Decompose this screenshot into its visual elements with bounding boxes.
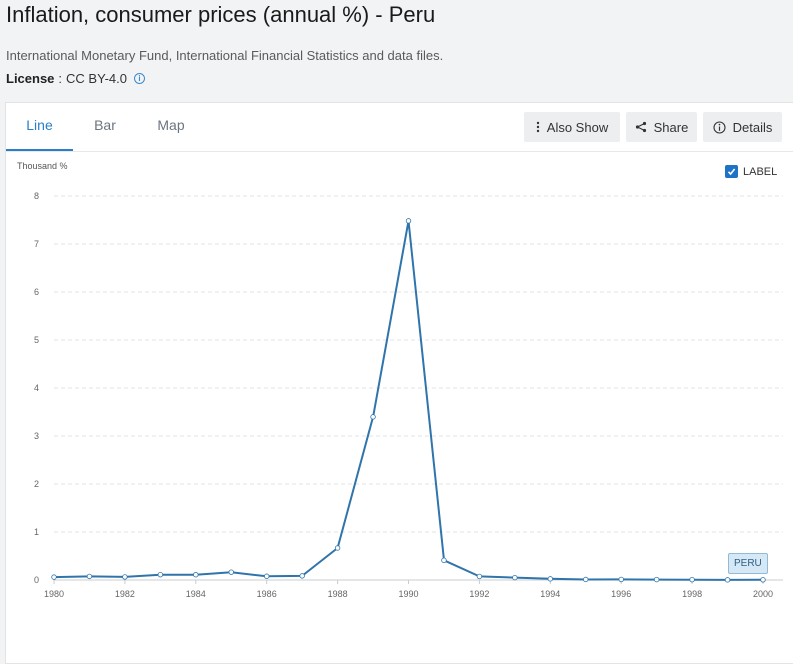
kebab-icon xyxy=(536,121,539,133)
x-tick-label: 1980 xyxy=(44,589,64,599)
tab-map[interactable]: Map xyxy=(157,117,185,133)
page-title: Inflation, consumer prices (annual %) - … xyxy=(6,2,436,27)
data-point xyxy=(405,218,412,224)
data-point xyxy=(264,573,270,579)
details-button[interactable]: Details xyxy=(703,112,782,142)
data-point xyxy=(724,577,731,583)
x-tick-label: 1994 xyxy=(540,589,560,599)
x-tick-label: 1992 xyxy=(469,589,489,599)
info-circle-icon xyxy=(713,120,726,134)
series-line-peru xyxy=(53,219,764,581)
details-label: Details xyxy=(732,119,773,135)
label-toggle-text: LABEL xyxy=(743,165,778,178)
data-point xyxy=(370,414,376,420)
data-point xyxy=(583,576,589,583)
tab-bar[interactable]: Bar xyxy=(94,117,116,133)
x-tick-label: 1988 xyxy=(328,589,348,599)
label-checkbox[interactable] xyxy=(725,165,738,178)
x-tick-label: 2000 xyxy=(753,589,773,599)
share-button[interactable]: Share xyxy=(626,112,697,142)
data-point xyxy=(334,545,341,551)
data-point xyxy=(51,574,57,580)
source-text: International Monetary Fund, Internation… xyxy=(6,48,444,63)
x-tick-label: 1982 xyxy=(115,589,135,599)
share-label: Share xyxy=(653,119,689,135)
license-line: License : CC BY-4.0 i xyxy=(6,71,145,86)
check-icon xyxy=(727,168,736,176)
data-point xyxy=(157,571,164,578)
y-tick-label: 7 xyxy=(34,239,39,249)
data-point xyxy=(228,569,234,575)
license-label: License xyxy=(6,71,55,86)
data-point xyxy=(299,573,305,579)
data-point xyxy=(618,576,624,583)
chart-panel: Line Bar Map Also Show Share Details xyxy=(5,102,793,664)
data-point xyxy=(760,577,766,583)
info-icon[interactable]: i xyxy=(133,73,145,84)
x-tick-label: 1998 xyxy=(682,589,702,599)
y-tick-label: 5 xyxy=(34,335,39,345)
license-value: CC BY-4.0 xyxy=(66,71,127,86)
share-icon xyxy=(635,121,646,133)
y-tick-label: 0 xyxy=(34,575,39,585)
data-point xyxy=(547,576,553,582)
line-chart: 0 1 2 3 4 5 6 7 8 1980 1982 1984 1986 1988 1990 1992 199… xyxy=(34,191,783,599)
data-point xyxy=(86,573,93,580)
license-separator: : xyxy=(58,71,63,86)
x-tick-label: 1986 xyxy=(257,589,277,599)
x-tick-label: 1996 xyxy=(611,589,631,599)
also-show-button[interactable]: Also Show xyxy=(524,112,620,142)
also-show-label: Also Show xyxy=(546,119,609,135)
data-point xyxy=(476,573,483,580)
data-point xyxy=(653,576,660,583)
x-tick-label: 1990 xyxy=(398,589,418,599)
label-toggle[interactable]: LABEL xyxy=(725,165,777,178)
chart-area: Thousand % LABEL 0 1 2 3 4 5 6 7 8 1980 1982 1984 19… xyxy=(6,151,793,663)
y-tick-label: 1 xyxy=(34,527,39,537)
data-point xyxy=(122,574,128,580)
y-tick-label: 4 xyxy=(34,383,39,393)
data-point xyxy=(689,576,695,583)
data-point xyxy=(441,557,447,564)
y-tick-label: 2 xyxy=(34,479,39,489)
chart-tabs: Line Bar Map Also Show Share Details xyxy=(6,103,793,152)
data-point xyxy=(512,574,518,581)
y-tick-label: 8 xyxy=(34,191,39,201)
tab-line[interactable]: Line xyxy=(6,103,73,151)
y-tick-label: 3 xyxy=(34,431,39,441)
y-tick-label: 6 xyxy=(34,287,39,297)
data-point xyxy=(193,572,199,578)
x-tick-label: 1984 xyxy=(186,589,206,599)
series-tag-peru[interactable]: PERU xyxy=(728,553,768,574)
y-unit-label: Thousand % xyxy=(17,161,68,171)
